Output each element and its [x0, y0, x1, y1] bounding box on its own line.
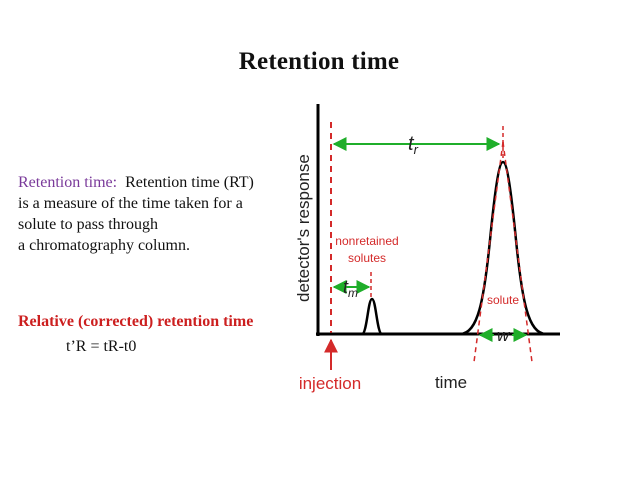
- tangent-left: [473, 141, 504, 363]
- tr-label: tr: [408, 133, 419, 157]
- injection-label: injection: [299, 374, 361, 393]
- nonretained-label-line-1: nonretained: [335, 234, 398, 248]
- tm-label: tm: [343, 277, 358, 300]
- tangent-right: [502, 141, 533, 363]
- relative-retention-formula: t’R = tR-t0: [66, 338, 137, 355]
- relative-retention-heading: Relative (corrected) retention time: [18, 313, 254, 330]
- chromatogram-trace: [318, 160, 558, 336]
- definition-line-2: is a measure of the time taken for a: [18, 195, 243, 212]
- y-axis-label: detector's response: [294, 154, 313, 302]
- definition-text: Retention time: Retention time (RT) is a…: [18, 172, 288, 256]
- definition-term: Retention time:: [18, 174, 118, 191]
- x-axis-label: time: [435, 373, 467, 392]
- definition-line-4: a chromatography column.: [18, 237, 190, 254]
- nonretained-label-line-2: solutes: [348, 251, 386, 265]
- w-label: w: [497, 326, 511, 345]
- page-title: Retention time: [238, 48, 400, 75]
- definition-line-1: Retention time (RT): [125, 174, 254, 191]
- definition-line-3: solute to pass through: [18, 216, 158, 233]
- solute-label: solute: [487, 293, 519, 307]
